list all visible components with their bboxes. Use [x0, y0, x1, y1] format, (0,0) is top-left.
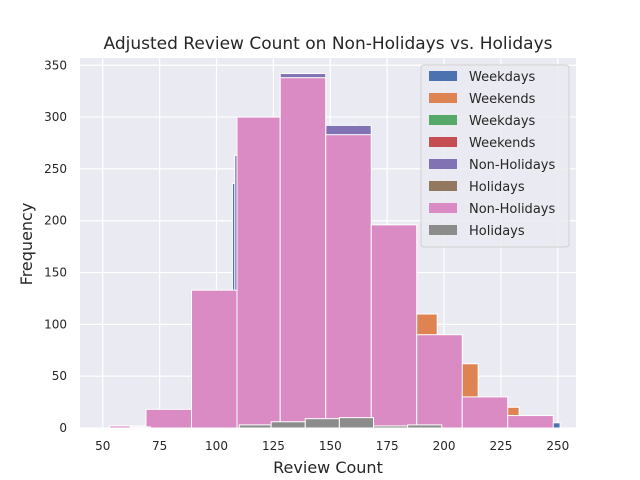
legend-entry-label: Non-Holidays [469, 202, 555, 217]
histogram-bar [304, 418, 340, 429]
legend-swatch [429, 115, 457, 125]
y-tick-label: 250 [44, 162, 67, 176]
x-axis-ticks: 50 75 100 125 150 175 200 225 250 [95, 439, 569, 453]
x-tick-label: 100 [205, 439, 228, 453]
x-tick-label: 50 [95, 439, 110, 453]
chart-title: Adjusted Review Count on Non-Holidays vs… [104, 34, 553, 54]
y-tick-label: 50 [52, 369, 67, 383]
x-tick-label: 225 [489, 439, 512, 453]
legend-swatch [429, 181, 457, 191]
x-tick-label: 75 [152, 439, 167, 453]
y-axis-label: Frequency [17, 203, 36, 286]
histogram-bar [279, 77, 327, 429]
histogram-bar [461, 396, 509, 429]
x-tick-label: 175 [376, 439, 399, 453]
legend-entry-label: Holidays [469, 224, 525, 239]
legend-entry-label: Weekends [469, 136, 536, 151]
histogram-bar [238, 424, 272, 429]
legend-swatch [429, 137, 457, 147]
legend-entry-label: Non-Holidays [469, 158, 555, 173]
histogram-bars [109, 73, 561, 429]
legend-swatch [429, 203, 457, 213]
histogram-bar [145, 408, 192, 429]
x-tick-label: 250 [546, 439, 569, 453]
x-tick-label: 200 [433, 439, 456, 453]
y-tick-label: 100 [44, 317, 67, 331]
y-tick-label: 200 [44, 214, 67, 228]
histogram-bar [416, 334, 463, 429]
legend-swatch [429, 225, 457, 235]
legend-entry-label: Weekdays [469, 114, 536, 129]
legend-swatch [429, 93, 457, 103]
histogram-bar [129, 426, 152, 429]
x-axis-label: Review Count [273, 458, 383, 477]
legend-swatch [429, 71, 457, 81]
histogram-bar [325, 134, 372, 429]
series-7-bars [129, 417, 443, 429]
x-tick-label: 150 [319, 439, 342, 453]
y-tick-label: 350 [44, 58, 67, 72]
histogram-bar [407, 424, 443, 429]
legend-entry-label: Weekdays [469, 70, 536, 85]
legend: Weekdays Weekends Weekdays Weekends Non-Holi… [420, 64, 570, 248]
histogram-bar [373, 425, 409, 429]
legend-frame [420, 64, 570, 248]
y-tick-label: 150 [44, 266, 67, 280]
histogram-bar [507, 415, 554, 429]
legend-swatch [429, 159, 457, 169]
y-tick-label: 300 [44, 110, 67, 124]
histogram-bar [370, 224, 418, 429]
histogram-bar [190, 289, 238, 429]
legend-entry-label: Weekends [469, 92, 536, 107]
y-axis-ticks: 0 50 100 150 200 250 300 350 [44, 58, 67, 435]
histogram-bar [236, 116, 281, 429]
histogram-bar [338, 417, 375, 429]
series-6-bars [109, 77, 554, 429]
y-tick-label: 0 [59, 421, 67, 435]
legend-entry-label: Holidays [469, 180, 525, 195]
histogram-bar [270, 421, 306, 429]
x-tick-label: 125 [262, 439, 285, 453]
